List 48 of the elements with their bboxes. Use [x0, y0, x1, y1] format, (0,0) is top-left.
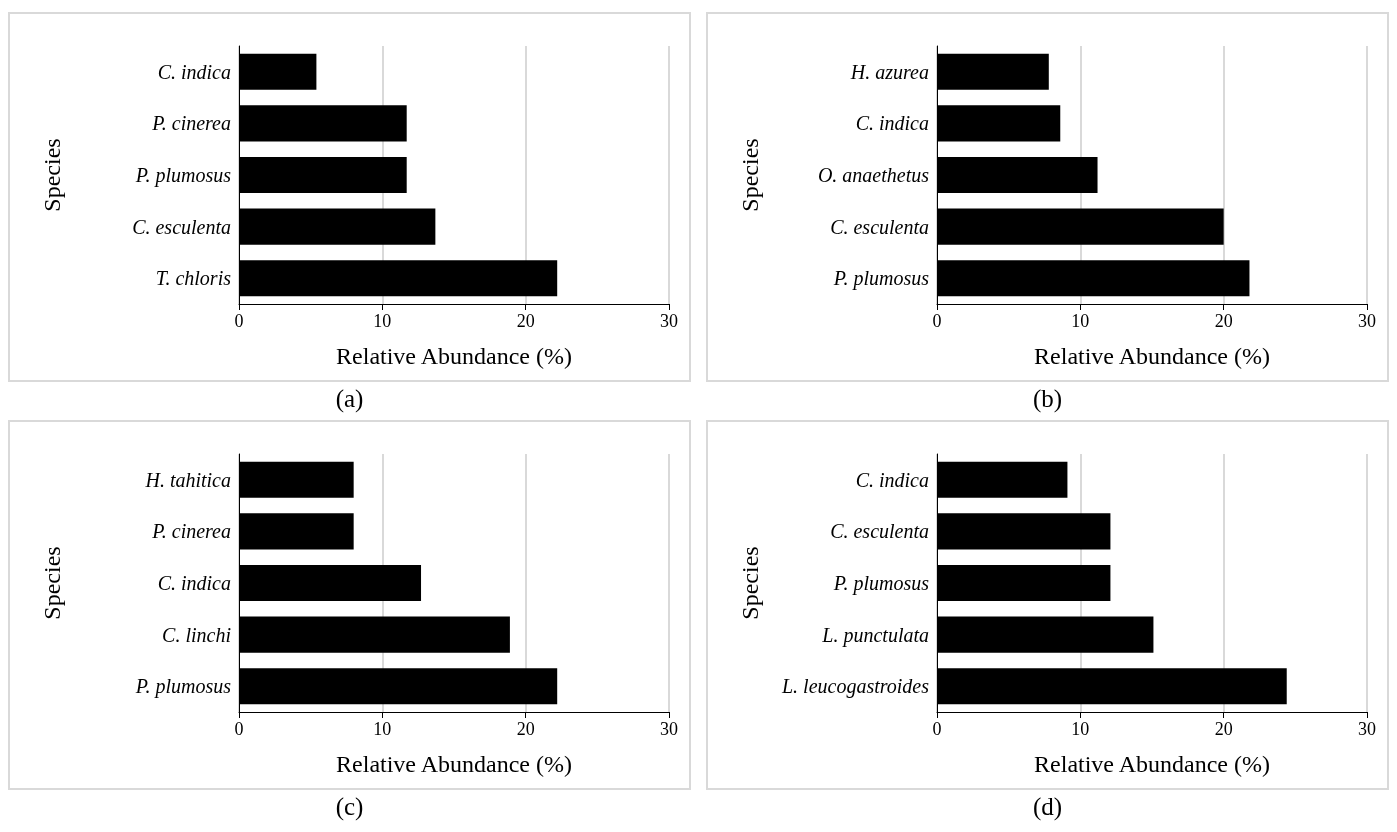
x-tick-label: 30: [1358, 719, 1376, 739]
x-tick-label: 10: [1071, 311, 1090, 331]
y-axis-title: Species: [737, 138, 763, 212]
y-tick-label: P. plumosus: [832, 267, 930, 291]
x-tick-label: 30: [660, 719, 678, 739]
y-tick-label: L. punctulata: [821, 623, 929, 647]
y-axis-title: Species: [39, 546, 65, 620]
x-tick-label: 20: [1214, 719, 1233, 739]
y-tick-label: C. esculenta: [830, 215, 929, 238]
y-tick-label: C. indica: [855, 112, 929, 135]
y-tick-label: P. cinerea: [151, 520, 231, 543]
y-tick-label: P. plumosus: [832, 572, 930, 595]
text: (b): [1031, 385, 1064, 413]
x-tick-label: 0: [932, 719, 942, 739]
x-axis-title: Relative Abundance (%): [336, 343, 572, 369]
y-tick-label: L. leucogastroides: [780, 675, 930, 699]
y-tick-label: C. indica: [157, 60, 231, 83]
y-tick-label: H. tahitica: [144, 468, 231, 491]
x-tick-label: 0: [234, 311, 244, 331]
x-tick-label: 20: [1214, 311, 1233, 331]
y-tick-label: C. esculenta: [132, 215, 231, 238]
y-tick-label: H. azurea: [849, 60, 929, 83]
y-tick-label: C. linchi: [162, 623, 231, 646]
x-tick-label: 20: [516, 311, 535, 331]
x-tick-label: 10: [373, 719, 392, 739]
y-tick-label: C. indica: [157, 572, 231, 594]
text: (d): [1031, 793, 1064, 821]
x-tick-label: 10: [1071, 719, 1090, 739]
y-tick-label: C. indica: [855, 468, 929, 491]
x-tick-label: 0: [234, 719, 244, 739]
y-tick-label: P. plumosus: [134, 675, 232, 699]
x-tick-label: 20: [516, 719, 535, 739]
y-tick-label: T. chloris: [155, 267, 232, 290]
x-tick-label: 10: [373, 311, 392, 331]
y-tick-label: O. anaethetus: [817, 164, 930, 186]
x-tick-label: 0: [932, 311, 942, 331]
x-axis-title: Relative Abundance (%): [1034, 343, 1270, 369]
y-tick-label: P. cinerea: [151, 112, 231, 135]
y-axis-title: Species: [39, 138, 65, 212]
y-tick-label: C. esculenta: [830, 520, 929, 543]
text: (c): [334, 793, 365, 821]
text: (a): [334, 385, 365, 413]
y-axis-title: Species: [737, 546, 763, 620]
y-tick-label: P. plumosus: [134, 164, 232, 187]
x-axis-title: Relative Abundance (%): [336, 751, 572, 777]
x-tick-label: 30: [1358, 311, 1376, 331]
x-axis-title: Relative Abundance (%): [1034, 751, 1270, 777]
x-tick-label: 30: [660, 311, 678, 331]
